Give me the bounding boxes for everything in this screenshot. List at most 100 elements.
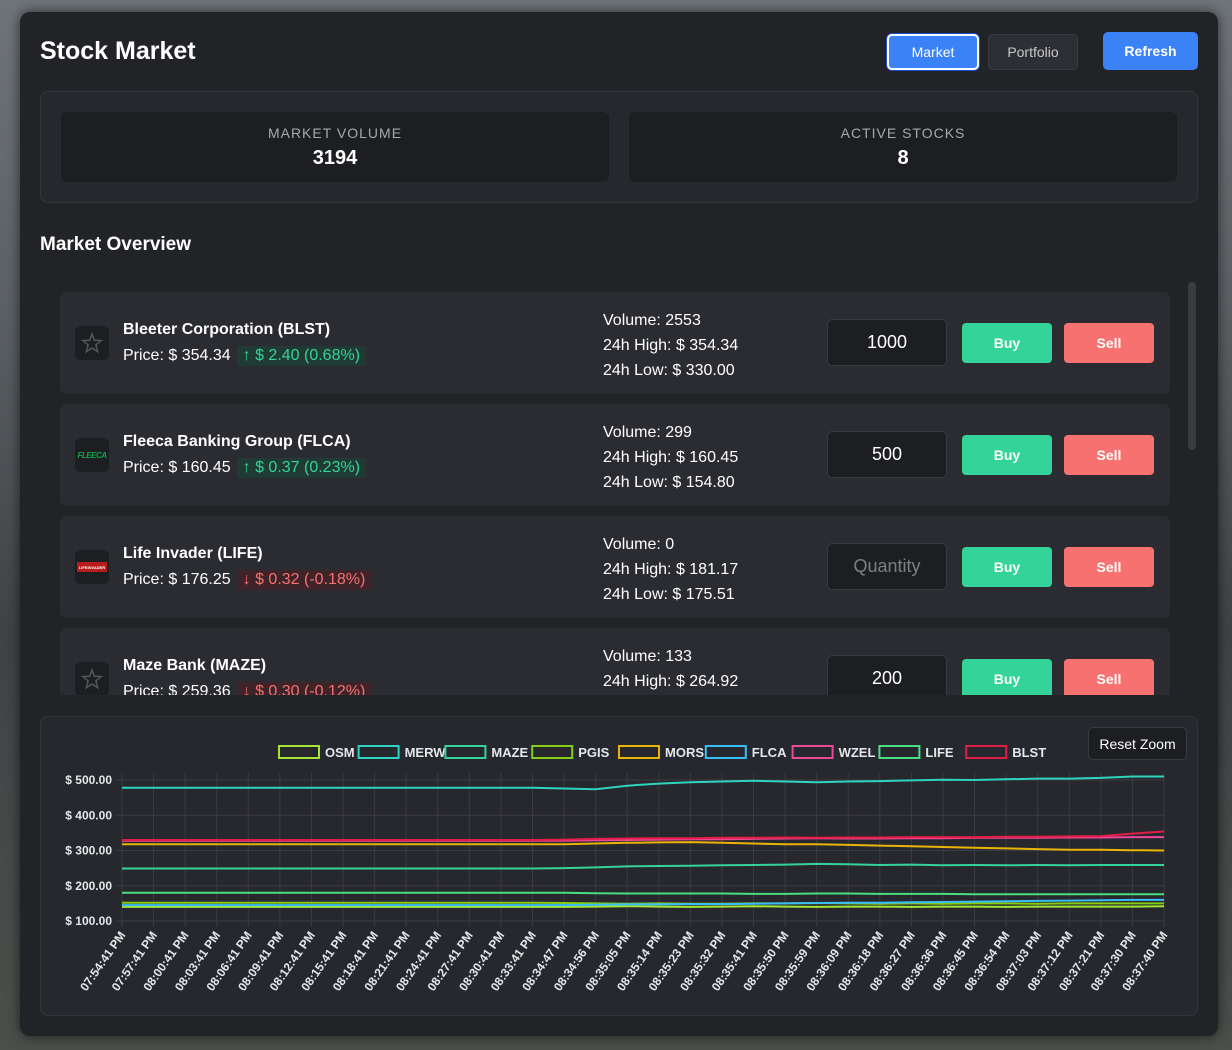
lifeinvader-logo: LIFEINVADER — [75, 550, 109, 584]
sell-button[interactable]: Sell — [1064, 323, 1154, 363]
stock-name: Maze Bank (MAZE) — [123, 657, 267, 674]
price-change-badge: ↑ $ 2.40 (0.68%) — [236, 346, 367, 366]
legend-swatch-life — [878, 745, 921, 759]
stock-list-scrollbar[interactable] — [1188, 282, 1196, 692]
fleeca-logo: FLEECA — [75, 438, 109, 472]
legend-label-flca: FLCA — [752, 745, 787, 760]
sell-button[interactable]: Sell — [1064, 547, 1154, 587]
legend-label-osm: OSM — [325, 745, 355, 760]
stock-volume: Volume: 0 — [603, 536, 675, 553]
y-tick-label: $ 300.00 — [65, 844, 112, 858]
stat-value: 8 — [897, 147, 909, 169]
price-change-badge: ↓ $ 0.30 (-0.12%) — [236, 682, 372, 695]
y-tick-label: $ 100.00 — [65, 914, 112, 928]
legend-swatch-merw — [357, 745, 400, 759]
legend-swatch-flca — [704, 745, 747, 759]
stock-24h-low: 24h Low: $ 330.00 — [603, 362, 735, 379]
stock-row-flca: FLEECA Fleeca Banking Group (FLCA) Price… — [60, 404, 1170, 506]
legend-label-blst: BLST — [1012, 745, 1046, 760]
stock-volume: Volume: 299 — [603, 424, 692, 441]
legend-label-merw: MERW — [405, 745, 447, 760]
legend-swatch-wzel — [791, 745, 834, 759]
stock-row-life: LIFEINVADER Life Invader (LIFE) Price: $… — [60, 516, 1170, 618]
stock-row-blst: Bleeter Corporation (BLST) Price: $ 354.… — [60, 292, 1170, 394]
series-line-osm — [122, 905, 1165, 908]
quantity-input[interactable] — [827, 431, 947, 478]
quantity-input[interactable] — [827, 319, 947, 366]
stock-price: Price: $ 176.25 — [123, 571, 231, 588]
price-history-chart[interactable]: $ 100.00 $ 200.00 $ 300.00 $ 400.00 $ 500.00… — [41, 717, 1197, 1015]
stock-volume: Volume: 133 — [603, 648, 692, 665]
price-chart-panel: $ 100.00 $ 200.00 $ 300.00 $ 400.00 $ 500.00… — [40, 716, 1198, 1016]
scrollbar-thumb[interactable] — [1188, 282, 1196, 450]
series-line-maze — [122, 862, 1164, 870]
legend-swatch-osm — [278, 745, 320, 759]
stock-24h-low: 24h Low: $ 175.51 — [603, 586, 735, 603]
y-tick-label: $ 500.00 — [65, 773, 112, 787]
series-line-life — [122, 891, 1164, 896]
legend-swatch-mors — [618, 745, 660, 759]
legend-swatch-blst — [965, 745, 1008, 759]
series-line-merw — [122, 775, 1164, 791]
y-tick-label: $ 400.00 — [65, 808, 112, 822]
stock-market-app: Stock Market Market Portfolio Refresh MA… — [20, 12, 1218, 1036]
legend-label-maze: MAZE — [491, 745, 528, 760]
buy-button[interactable]: Buy — [962, 659, 1052, 695]
stock-price: Price: $ 354.34 — [123, 347, 231, 364]
stock-24h-high: 24h High: $ 160.45 — [603, 449, 739, 466]
stock-list[interactable]: Bleeter Corporation (BLST) Price: $ 354.… — [60, 292, 1180, 695]
price-change-badge: ↓ $ 0.32 (-0.18%) — [236, 570, 372, 590]
legend-swatch-maze — [444, 745, 487, 759]
price-line: Price: $ 160.45 ↑ $ 0.37 (0.23%) — [123, 458, 367, 478]
stock-row-maze: Maze Bank (MAZE) Price: $ 259.36 ↓ $ 0.3… — [60, 628, 1170, 695]
stat-label: MARKET VOLUME — [267, 125, 403, 141]
bleeter-star-icon — [75, 326, 109, 360]
stock-volume: Volume: 2553 — [603, 312, 701, 329]
y-tick-label: $ 200.00 — [65, 879, 112, 893]
stock-24h-high: 24h High: $ 181.17 — [603, 561, 739, 578]
maze-star-icon — [75, 662, 109, 695]
stock-name: Life Invader (LIFE) — [123, 545, 263, 562]
stock-24h-low: 24h Low: $ 154.80 — [603, 474, 735, 491]
stock-price: Price: $ 259.36 — [123, 683, 231, 695]
buy-button[interactable]: Buy — [962, 547, 1052, 587]
legend-label-wzel: WZEL — [839, 745, 876, 760]
stat-label: ACTIVE STOCKS — [840, 125, 966, 141]
stock-name: Bleeter Corporation (BLST) — [123, 321, 331, 338]
series-line-blst — [122, 830, 1165, 841]
legend-label-life: LIFE — [925, 745, 953, 760]
stock-24h-high: 24h High: $ 264.92 — [603, 673, 739, 690]
stat-value: 3194 — [312, 147, 358, 169]
tab-portfolio[interactable]: Portfolio — [988, 34, 1078, 70]
sell-button[interactable]: Sell — [1064, 659, 1154, 695]
stock-24h-high: 24h High: $ 354.34 — [603, 337, 739, 354]
series-line-mors — [122, 841, 1165, 852]
legend-label-mors: MORS — [665, 745, 704, 760]
page-title: Stock Market — [40, 37, 196, 65]
refresh-button[interactable]: Refresh — [1103, 32, 1198, 70]
price-line: Price: $ 176.25 ↓ $ 0.32 (-0.18%) — [123, 570, 372, 590]
buy-button[interactable]: Buy — [962, 435, 1052, 475]
stat-active-stocks: ACTIVE STOCKS 8 — [629, 112, 1177, 182]
quantity-input[interactable] — [827, 655, 947, 695]
reset-zoom-button[interactable]: Reset Zoom — [1088, 727, 1187, 760]
price-change-badge: ↑ $ 0.37 (0.23%) — [236, 458, 367, 478]
price-line: Price: $ 354.34 ↑ $ 2.40 (0.68%) — [123, 346, 367, 366]
stock-price: Price: $ 160.45 — [123, 459, 231, 476]
quantity-input[interactable] — [827, 543, 947, 590]
sell-button[interactable]: Sell — [1064, 435, 1154, 475]
buy-button[interactable]: Buy — [962, 323, 1052, 363]
stock-stats: Volume: 133 24h High: $ 264.92 — [603, 644, 738, 694]
stock-stats: Volume: 299 24h High: $ 160.45 24h Low: … — [603, 420, 738, 495]
stock-stats: Volume: 2553 24h High: $ 354.34 24h Low:… — [603, 308, 738, 383]
stats-panel: MARKET VOLUME 3194 ACTIVE STOCKS 8 — [40, 91, 1198, 203]
stat-market-volume: MARKET VOLUME 3194 — [61, 112, 609, 182]
tab-market[interactable]: Market — [887, 34, 979, 70]
fleeca-logo-text: FLEECA — [77, 450, 108, 460]
legend-label-pgis: PGIS — [578, 745, 609, 760]
price-line: Price: $ 259.36 ↓ $ 0.30 (-0.12%) — [123, 682, 372, 695]
lifeinvader-logo-text: LIFEINVADER — [78, 564, 106, 570]
stock-name: Fleeca Banking Group (FLCA) — [123, 433, 351, 450]
stock-stats: Volume: 0 24h High: $ 181.17 24h Low: $ … — [603, 532, 738, 607]
series-line-flca — [122, 898, 1164, 907]
